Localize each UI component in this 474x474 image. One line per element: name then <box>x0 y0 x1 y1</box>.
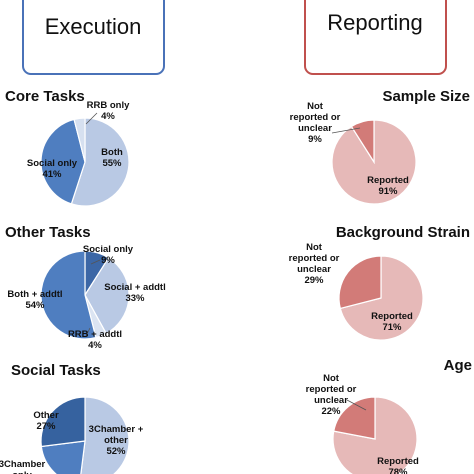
pie-age: Reported 78% Not reported or unclear 22% <box>306 373 419 474</box>
pie-charts: Both 55% Social only 41% RRB only 4% Social on… <box>0 100 424 474</box>
pie-other-tasks: Social only 9% Social + addtl 33% RRB + addt… <box>7 244 165 351</box>
title-background-strain: Background Strain <box>336 224 470 241</box>
title-sample-size: Sample Size <box>382 88 470 105</box>
leader-line <box>85 327 91 337</box>
execution-header-text: Execution <box>45 14 142 39</box>
pie-core-tasks: Both 55% Social only 41% RRB only 4% <box>27 100 130 207</box>
leader-line <box>346 399 367 411</box>
slice-label: Social only 9% <box>83 244 134 266</box>
execution-header-box <box>22 0 165 75</box>
pie-background-strain: Reported 71% Not reported or unclear 29% <box>289 242 424 341</box>
pie-slice-other <box>40 396 86 448</box>
leader-line <box>90 259 101 265</box>
slice-label: RRB only 4% <box>87 100 130 122</box>
slice-label: Reported 78% <box>377 456 419 474</box>
pie-slice-not-reported-or-unclear <box>333 396 376 440</box>
slice-label: Other 27% <box>33 410 59 432</box>
pie-slice-not-reported-or-unclear <box>338 255 382 310</box>
pie-slice-not-reported-or-unclear <box>350 119 375 165</box>
slice-label: Not reported or unclear 9% <box>290 101 341 145</box>
slice-label: 3Chamberonly <box>0 459 46 474</box>
slice-label: Not reported or unclear 29% <box>289 242 340 286</box>
pie-sample-size: Reported 91% Not reported or unclear 9% <box>290 101 417 205</box>
slice-label: Both 55% <box>101 147 123 169</box>
pie-slice-both-addtl <box>40 250 97 340</box>
title-social-tasks: Social Tasks <box>11 362 101 379</box>
title-other-tasks: Other Tasks <box>5 224 91 241</box>
pie-slice-reported <box>339 255 424 341</box>
pie-slice-3chamber-other <box>80 396 130 474</box>
slice-label: Social only 41% <box>27 158 78 180</box>
slice-label: Not reported or unclear 22% <box>306 373 357 417</box>
slice-label: RRB + addtl 4% <box>68 329 122 351</box>
leader-line <box>331 127 361 134</box>
pie-slice-social-only <box>40 118 86 205</box>
slice-label: Reported 71% <box>371 311 413 333</box>
reporting-header-text: Reporting <box>327 10 422 35</box>
leader-line <box>85 112 98 125</box>
pie-slice-both <box>70 117 130 207</box>
slice-label: Reported 91% <box>367 175 409 197</box>
slice-label: 3Chamber + other 52% <box>89 424 144 457</box>
slice-label: Both + addtl 54% <box>7 289 62 311</box>
title-age: Age <box>444 357 472 374</box>
pie-slice-3chamber-only <box>40 440 86 474</box>
title-core-tasks: Core Tasks <box>5 88 85 105</box>
pie-slice-rrb-only <box>73 117 86 163</box>
reporting-header-box <box>304 0 447 75</box>
pie-slice-reported <box>332 396 418 474</box>
slice-label: Social + addtl 33% <box>104 282 166 304</box>
